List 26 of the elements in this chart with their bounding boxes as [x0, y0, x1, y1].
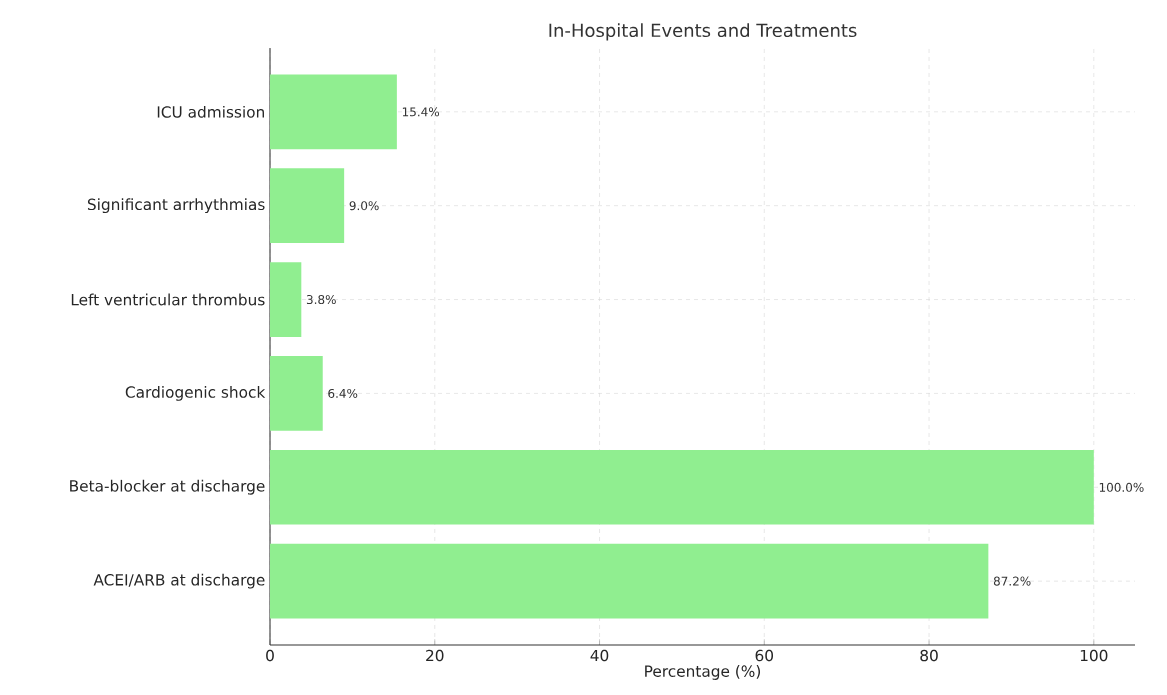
data-label: 100.0%	[1099, 482, 1144, 492]
y-tick-label: ICU admission	[157, 105, 264, 118]
y-tick-label: ACEI/ARB at discharge	[93, 573, 265, 589]
x-axis-title: Percentage (%)	[645, 665, 761, 680]
bar	[270, 449, 1094, 525]
x-tick-label: 0	[266, 649, 274, 662]
bar	[270, 74, 397, 150]
y-tick-label: Significant arrhythmias	[87, 198, 265, 214]
bar	[270, 262, 302, 337]
bar	[270, 543, 989, 619]
x-tick-label: 60	[755, 649, 774, 662]
data-label: 3.8%	[306, 295, 336, 305]
data-label: 15.4%	[402, 107, 440, 117]
x-tick-label: 40	[590, 649, 609, 662]
y-tick-label: Beta-blocker at discharge	[70, 479, 265, 495]
bar	[270, 168, 345, 244]
x-tick-label: 100	[1080, 649, 1108, 662]
data-label: 6.4%	[328, 388, 358, 398]
x-tick-label: 20	[426, 649, 444, 662]
chart-title: In-Hospital Events and Treatments	[549, 23, 857, 41]
data-label: 9.0%	[349, 201, 379, 211]
bar	[270, 356, 323, 431]
y-tick-label: Cardiogenic shock	[125, 386, 266, 401]
data-label: 87.2%	[993, 576, 1031, 586]
y-tick-label: Left ventricular thrombus	[71, 293, 265, 306]
x-tick-label: 80	[920, 649, 938, 662]
